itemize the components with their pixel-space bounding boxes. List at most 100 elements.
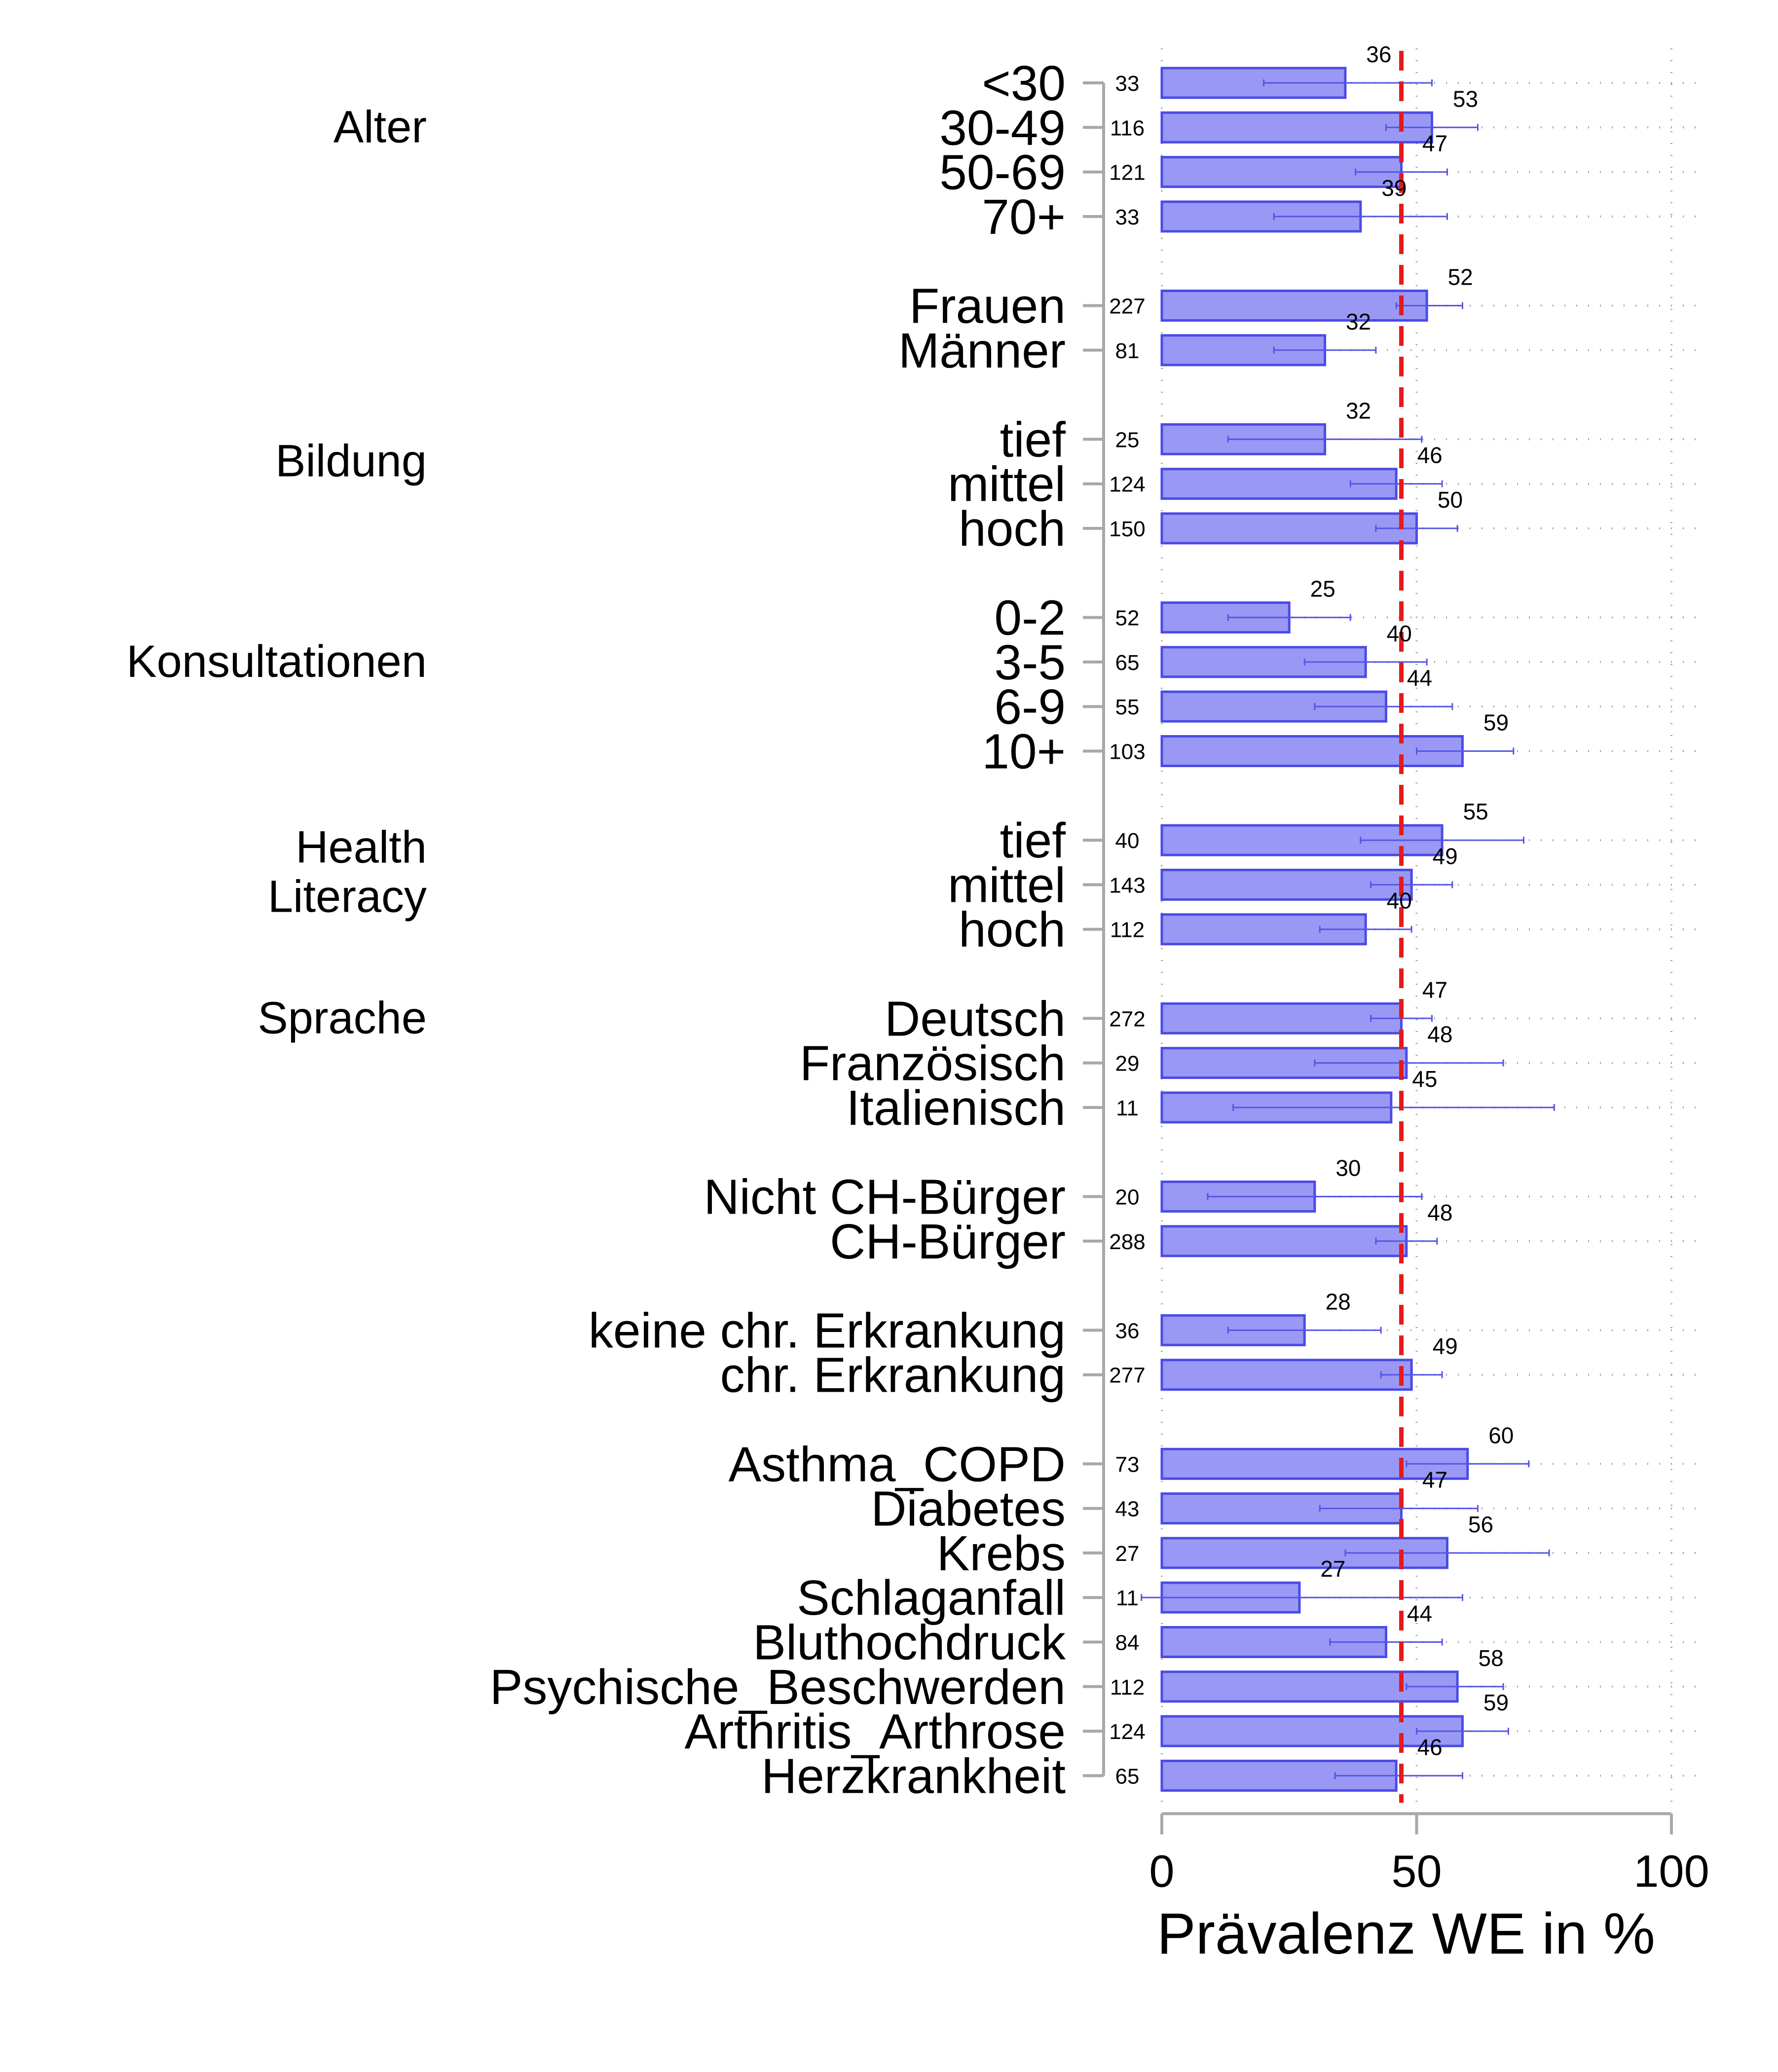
category-label: mittel — [948, 857, 1066, 913]
category-label: Arthritis_Arthrose — [685, 1704, 1066, 1759]
n-label: 150 — [1109, 517, 1145, 541]
group-label: Alter — [333, 102, 427, 152]
bar — [1160, 735, 1464, 767]
axis-layer — [1083, 81, 1673, 1835]
value-label: 39 — [1381, 175, 1407, 201]
category-label: <30 — [982, 56, 1066, 111]
n-label: 25 — [1115, 428, 1140, 452]
category-label: CH-Bürger — [830, 1214, 1066, 1269]
bar — [1160, 1715, 1464, 1747]
bar — [1160, 290, 1428, 322]
value-label: 56 — [1468, 1512, 1493, 1537]
category-label: Diabetes — [871, 1481, 1066, 1537]
bar — [1160, 1225, 1408, 1258]
category-label: Frauen — [909, 279, 1066, 334]
x-tick-label: 100 — [1633, 1846, 1709, 1896]
n-label: 33 — [1115, 205, 1140, 229]
value-label: 45 — [1412, 1066, 1437, 1092]
category-label: Asthma_COPD — [728, 1437, 1066, 1492]
value-label: 47 — [1422, 131, 1447, 156]
category-label: Psychische_Beschwerden — [490, 1660, 1066, 1715]
value-label: 44 — [1407, 665, 1432, 691]
n-label: 73 — [1115, 1452, 1140, 1477]
value-label: 36 — [1366, 41, 1391, 67]
n-label: 288 — [1109, 1230, 1145, 1254]
value-label: 27 — [1320, 1556, 1345, 1582]
n-label: 20 — [1115, 1185, 1140, 1210]
category-label: keine chr. Erkrankung — [589, 1303, 1066, 1358]
value-label: 47 — [1422, 977, 1447, 1002]
bar — [1160, 1002, 1403, 1035]
category-label: 3-5 — [994, 635, 1066, 690]
category-label: 50-69 — [939, 145, 1066, 200]
n-label: 11 — [1116, 1096, 1139, 1120]
n-label: 27 — [1115, 1542, 1140, 1566]
category-label: hoch — [959, 501, 1066, 556]
category-label: 0-2 — [994, 591, 1066, 646]
value-label: 28 — [1326, 1289, 1351, 1314]
value-label: 60 — [1488, 1422, 1514, 1448]
category-label: hoch — [959, 902, 1066, 958]
value-label: 48 — [1427, 1200, 1452, 1225]
value-label: 44 — [1407, 1601, 1432, 1627]
value-label: 52 — [1448, 264, 1473, 290]
category-label: 10+ — [982, 724, 1066, 779]
n-label: 81 — [1115, 339, 1140, 363]
value-label: 32 — [1346, 309, 1371, 334]
value-label: 59 — [1483, 710, 1509, 736]
n-label: 124 — [1109, 473, 1145, 497]
n-label: 112 — [1110, 918, 1145, 942]
group-label: Konsultationen — [126, 636, 427, 687]
category-label: Französisch — [800, 1036, 1066, 1091]
n-label: 33 — [1115, 72, 1140, 96]
group-label: Literacy — [268, 871, 427, 922]
bar-layer — [1141, 67, 1555, 1792]
value-label: 46 — [1417, 1734, 1443, 1760]
value-label: 49 — [1433, 1333, 1458, 1359]
value-label: 55 — [1463, 799, 1488, 824]
category-label: 30-49 — [939, 100, 1066, 155]
n-label: 227 — [1109, 295, 1145, 319]
value-label: 53 — [1453, 86, 1478, 111]
value-label: 49 — [1433, 843, 1458, 869]
n-label: 277 — [1109, 1364, 1145, 1388]
category-label: Herzkrankheit — [761, 1748, 1066, 1804]
n-label: 36 — [1115, 1319, 1140, 1343]
value-label: 59 — [1483, 1690, 1509, 1715]
x-tick-label: 50 — [1391, 1846, 1442, 1896]
n-label: 143 — [1109, 873, 1145, 897]
n-label: 40 — [1115, 829, 1140, 853]
n-label: 116 — [1110, 116, 1145, 140]
value-label: 40 — [1387, 888, 1412, 914]
value-label: 32 — [1346, 398, 1371, 423]
value-label: 40 — [1387, 621, 1412, 646]
n-label: 121 — [1109, 161, 1145, 185]
category-label: chr. Erkrankung — [720, 1348, 1066, 1403]
category-label: Bluthochdruck — [753, 1615, 1066, 1670]
value-label: 48 — [1427, 1022, 1452, 1047]
n-label: 84 — [1115, 1631, 1140, 1655]
bar — [1160, 512, 1418, 545]
n-label: 52 — [1115, 606, 1140, 630]
group-label: Sprache — [258, 993, 427, 1043]
category-label: Krebs — [937, 1526, 1066, 1581]
n-label: 11 — [1116, 1586, 1139, 1610]
n-label: 112 — [1110, 1675, 1145, 1700]
n-label: 29 — [1115, 1052, 1140, 1076]
category-label: tief — [1000, 813, 1066, 868]
bar — [1160, 1359, 1413, 1391]
category-label: 70+ — [982, 189, 1066, 245]
n-label: 124 — [1109, 1720, 1145, 1744]
category-label: Männer — [898, 323, 1066, 378]
label-layer: 36 33 <30 53 116 30-49 47 121 50-69 39 33 70+ 52 227 F… — [126, 41, 1709, 1896]
value-label: 25 — [1310, 576, 1335, 602]
n-label: 272 — [1109, 1007, 1145, 1031]
category-label: Schlaganfall — [797, 1570, 1066, 1626]
n-label: 103 — [1109, 740, 1145, 764]
group-label: Health — [296, 822, 427, 872]
value-label: 58 — [1479, 1645, 1504, 1671]
x-tick-label: 0 — [1149, 1846, 1174, 1896]
n-label: 43 — [1115, 1497, 1140, 1521]
category-label: mittel — [948, 457, 1066, 512]
